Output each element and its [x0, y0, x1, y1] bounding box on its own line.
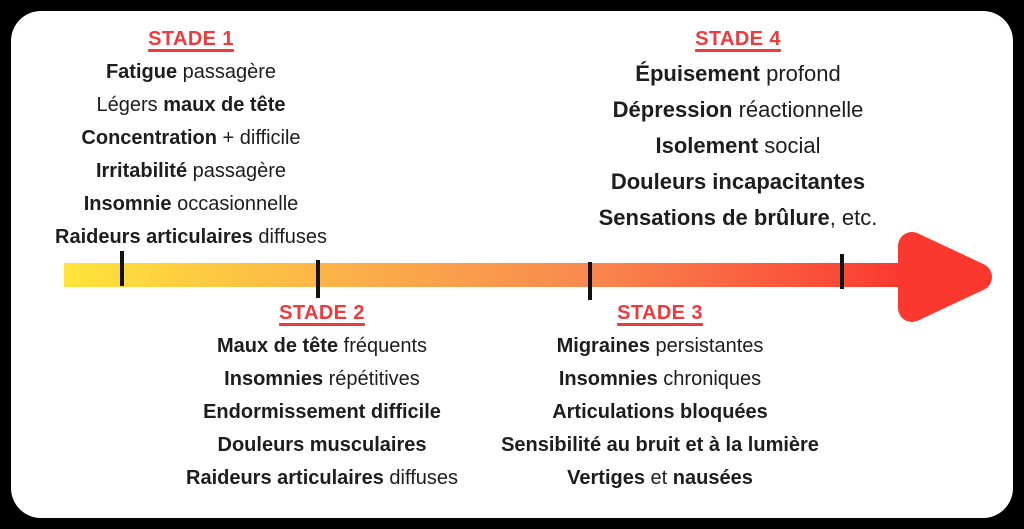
symptom-detail: diffuses: [383, 467, 458, 489]
symptom-detail: , etc.: [829, 205, 878, 230]
symptom-detail: réactionnelle: [732, 97, 864, 122]
symptom-keyword: Épuisement: [635, 61, 760, 86]
symptom-detail: persistantes: [649, 335, 764, 357]
symptom-detail: répétitives: [323, 368, 420, 390]
symptom-keyword: Raideurs articulaires: [55, 226, 253, 248]
symptom-keyword: Dépression: [612, 97, 733, 122]
stade-1-section: STADE 1 Fatigue passagère Légers maux de …: [11, 26, 371, 254]
symptom-line: Insomnies répétitives: [147, 363, 497, 396]
symptom-line: Sensibilité au bruit et à la lumière: [470, 429, 850, 462]
symptom-line: Douleurs musculaires: [147, 429, 497, 462]
stade-4-symptom-list: Épuisement profond Dépression réactionnel…: [548, 56, 928, 236]
symptom-keyword: Douleurs musculaires: [217, 434, 427, 456]
symptom-keyword: Douleurs incapacitantes: [610, 169, 866, 194]
symptom-line: Concentration + difficile: [11, 122, 371, 155]
stade-2-symptom-list: Maux de tête fréquents Insomnies répétiti…: [147, 330, 497, 495]
symptom-keyword: Sensations de brûlure: [598, 205, 830, 230]
symptom-keyword: Insomnies: [558, 368, 658, 390]
symptom-detail: fréquents: [338, 335, 428, 357]
symptom-line: Raideurs articulaires diffuses: [147, 462, 497, 495]
symptom-detail: et: [644, 467, 673, 489]
symptom-line: Maux de tête fréquents: [147, 330, 497, 363]
symptom-keyword: Migraines: [556, 335, 650, 357]
symptom-line: Isolement social: [548, 128, 928, 164]
symptom-line: Sensations de brûlure, etc.: [548, 200, 928, 236]
symptom-line: Épuisement profond: [548, 56, 928, 92]
stade-3-title: STADE 3: [617, 302, 703, 324]
symptom-detail: Légers: [96, 94, 164, 116]
arrowhead-icon: [898, 232, 992, 322]
stade-4-title: STADE 4: [695, 28, 781, 50]
symptom-detail: profond: [759, 61, 841, 86]
card-background: STADE 1 Fatigue passagère Légers maux de …: [11, 11, 1013, 518]
symptom-keyword: Articulations bloquées: [552, 401, 768, 423]
stade-2-title: STADE 2: [279, 302, 365, 324]
symptom-detail: diffuses: [252, 226, 327, 248]
symptom-line: Douleurs incapacitantes: [548, 164, 928, 200]
symptom-line: Dépression réactionnelle: [548, 92, 928, 128]
stade-1-symptom-list: Fatigue passagère Légers maux de tête Conc…: [11, 56, 371, 254]
tick-stade-1: [120, 251, 124, 286]
symptom-line: Endormissement difficile: [147, 396, 497, 429]
symptom-line: Irritabilité passagère: [11, 155, 371, 188]
symptom-detail: chroniques: [657, 368, 762, 390]
stade-4-section: STADE 4 Épuisement profond Dépression réa…: [548, 26, 928, 236]
symptom-line: Articulations bloquées: [470, 396, 850, 429]
symptom-keyword: Maux de tête: [216, 335, 339, 357]
symptom-keyword: Insomnie: [83, 193, 172, 215]
stade-1-title: STADE 1: [148, 28, 234, 50]
symptom-keyword: Concentration: [81, 127, 217, 149]
symptom-keyword: Fatigue: [105, 61, 178, 83]
symptom-detail: + difficile: [216, 127, 301, 149]
symptom-detail: passagère: [187, 160, 287, 182]
symptom-line: Légers maux de tête: [11, 89, 371, 122]
symptom-line: Vertiges et nausées: [470, 462, 850, 495]
symptom-line: Insomnie occasionnelle: [11, 188, 371, 221]
symptom-detail: occasionnelle: [171, 193, 299, 215]
tick-stade-3: [588, 262, 592, 300]
symptom-line: Migraines persistantes: [470, 330, 850, 363]
stade-2-section: STADE 2 Maux de tête fréquents Insomnies …: [147, 300, 497, 495]
symptom-line: Insomnies chroniques: [470, 363, 850, 396]
tick-stade-4: [840, 254, 844, 289]
symptom-keyword: Insomnies: [224, 368, 324, 390]
symptom-keyword: Raideurs articulaires: [186, 467, 384, 489]
symptom-line: Raideurs articulaires diffuses: [11, 221, 371, 254]
symptom-keyword: nausées: [672, 467, 753, 489]
symptom-keyword: Endormissement difficile: [203, 401, 441, 423]
symptom-line: Fatigue passagère: [11, 56, 371, 89]
symptom-keyword: Vertiges: [567, 467, 645, 489]
symptom-keyword: maux de tête: [163, 94, 286, 116]
symptom-detail: social: [758, 133, 821, 158]
timeline-gradient-bar: [64, 263, 906, 287]
symptom-keyword: Sensibilité au bruit et à la lumière: [501, 434, 819, 456]
stade-3-section: STADE 3 Migraines persistantes Insomnies …: [470, 300, 850, 495]
tick-stade-2: [316, 260, 320, 298]
symptom-detail: passagère: [177, 61, 277, 83]
stade-3-symptom-list: Migraines persistantes Insomnies chroniqu…: [470, 330, 850, 495]
symptom-keyword: Irritabilité: [95, 160, 188, 182]
symptom-keyword: Isolement: [655, 133, 759, 158]
